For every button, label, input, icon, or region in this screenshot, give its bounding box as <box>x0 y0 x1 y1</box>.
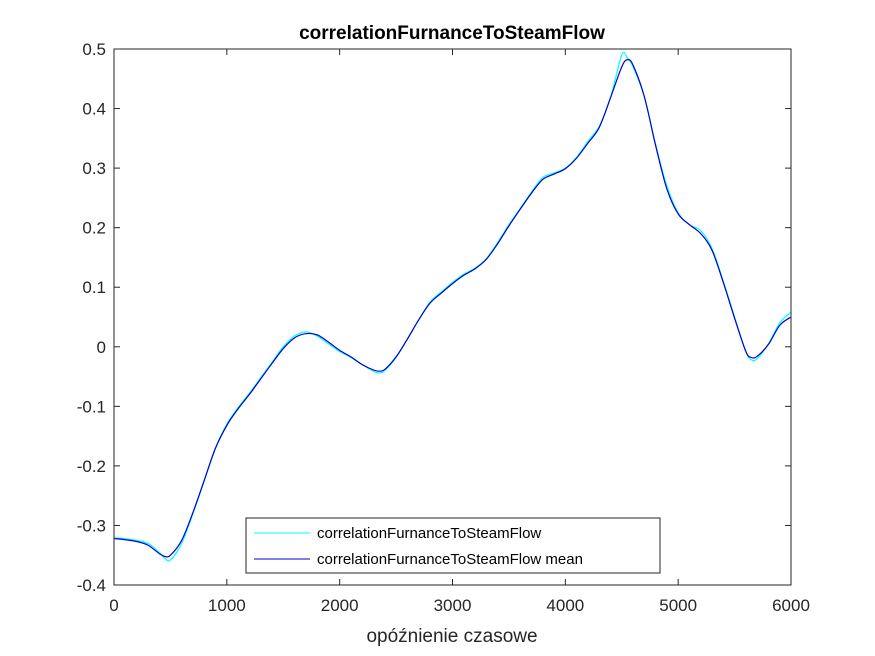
x-tick-label: 0 <box>109 596 118 615</box>
y-tick-label: -0.4 <box>77 576 106 595</box>
x-tick-label: 2000 <box>321 596 359 615</box>
y-tick-label: -0.1 <box>77 397 106 416</box>
x-axis-ticks: 0 1000 2000 3000 4000 5000 6000 <box>109 49 810 615</box>
x-tick-label: 3000 <box>434 596 472 615</box>
y-tick-label: -0.2 <box>77 457 106 476</box>
series-line-mean <box>113 58 792 558</box>
y-tick-label: 0.3 <box>82 159 106 178</box>
y-tick-label: 0.2 <box>82 219 106 238</box>
y-tick-label: 0 <box>97 338 106 357</box>
legend-label-mean: correlationFurnanceToSteamFlow mean <box>317 551 583 568</box>
y-tick-label: 0.1 <box>82 278 106 297</box>
legend: correlationFurnanceToSteamFlow correlati… <box>245 517 661 574</box>
legend-box <box>245 517 661 574</box>
x-axis-label: opóźnienie czasowe <box>366 626 537 647</box>
series-layer <box>113 51 792 562</box>
x-tick-label: 5000 <box>659 596 697 615</box>
plot-area <box>114 49 791 585</box>
x-tick-label: 4000 <box>546 596 584 615</box>
x-tick-label: 6000 <box>772 596 810 615</box>
x-tick-label: 1000 <box>208 596 246 615</box>
y-tick-label: 0.4 <box>82 100 106 119</box>
chart-title: correlationFurnanceToSteamFlow <box>299 23 605 44</box>
legend-label-raw: correlationFurnanceToSteamFlow <box>317 525 541 542</box>
y-tick-label: 0.5 <box>82 40 106 59</box>
y-tick-label: -0.3 <box>77 516 106 535</box>
y-axis-ticks: -0.4 -0.3 -0.2 -0.1 0 0.1 0.2 0.3 0.4 0.5 <box>77 40 791 595</box>
